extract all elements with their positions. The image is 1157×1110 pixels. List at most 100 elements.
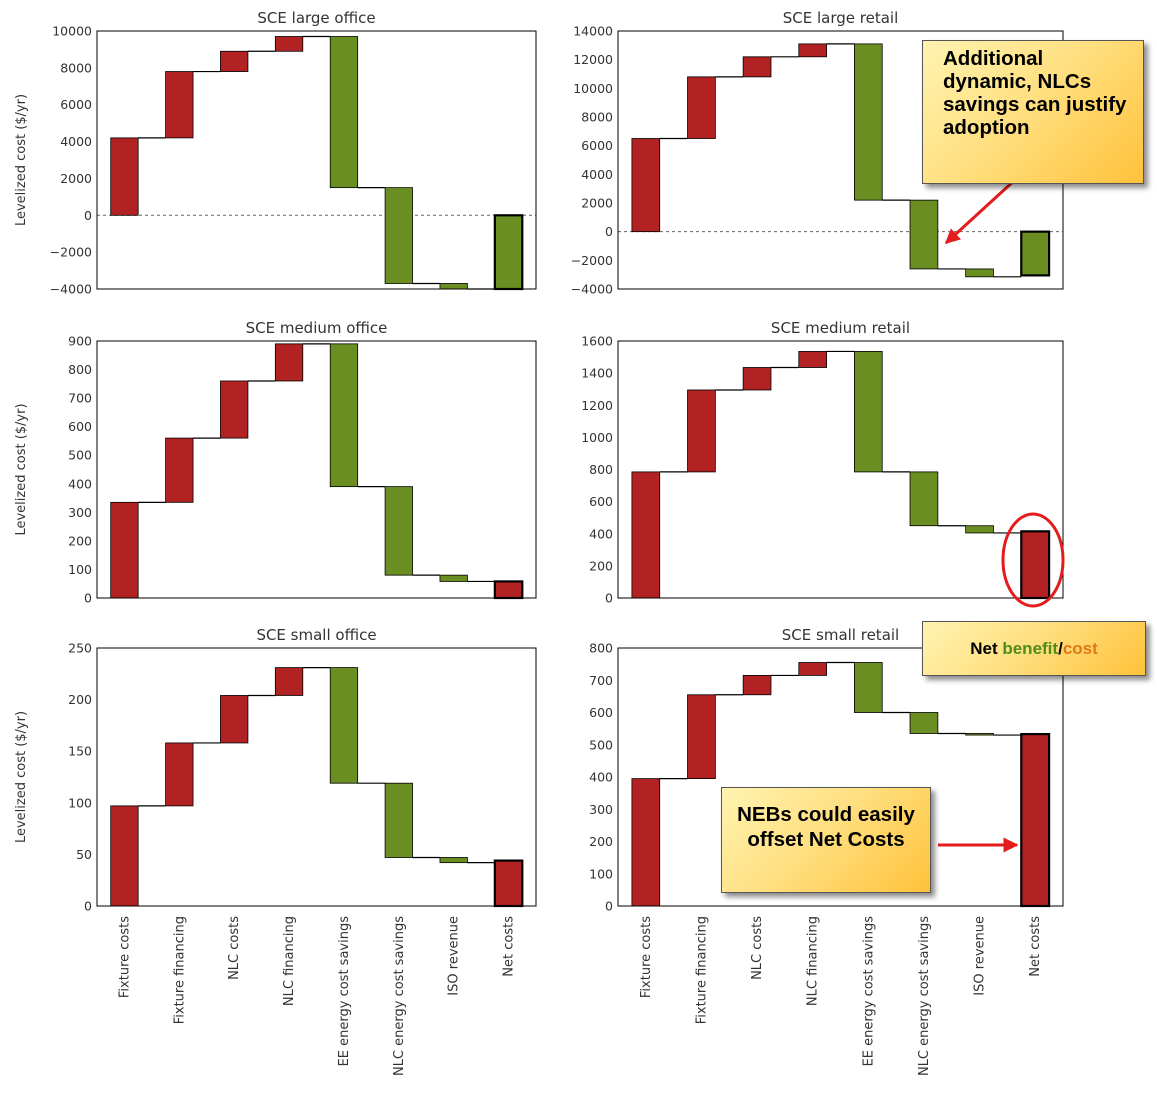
x-category-label: ISO revenue xyxy=(447,916,462,996)
x-category-label: Fixture financing xyxy=(172,916,187,1024)
x-category-label: Net costs xyxy=(1028,916,1043,977)
bar xyxy=(687,694,716,780)
y-tick-label: 10000 xyxy=(52,24,92,39)
bar xyxy=(439,283,468,290)
y-tick-label: 900 xyxy=(68,334,92,349)
chart-title: SCE medium retail xyxy=(771,319,910,337)
x-category-label: ISO revenue xyxy=(973,916,988,996)
y-tick-label: 0 xyxy=(84,899,92,914)
x-category-label: Fixture costs xyxy=(639,916,654,998)
bar xyxy=(220,50,249,72)
chart-panel: SCE large office Levelized cost ($/yr) −40… xyxy=(14,9,537,297)
plot-frame xyxy=(96,30,537,290)
chart-panel: SCE medium office Levelized cost ($/yr) 0 1… xyxy=(14,319,537,606)
bar xyxy=(965,268,994,278)
bar xyxy=(329,343,359,488)
bar xyxy=(165,71,194,139)
y-tick-label: 200 xyxy=(589,834,613,849)
x-category-label: NLC energy cost savings xyxy=(392,916,407,1076)
y-tick-label: 800 xyxy=(589,462,613,477)
chart-panel: SCE small office Levelized cost ($/yr) 0 50… xyxy=(14,626,537,1076)
chart-title: SCE small office xyxy=(256,626,376,644)
y-tick-label: 1600 xyxy=(581,334,613,349)
plot-frame xyxy=(96,340,537,599)
y-tick-label: 400 xyxy=(589,526,613,541)
bar xyxy=(909,199,939,270)
bar xyxy=(742,56,772,78)
chart-title: SCE small retail xyxy=(782,626,899,644)
y-tick-label: 200 xyxy=(68,692,92,707)
y-tick-label: 200 xyxy=(68,533,92,548)
y-tick-label: 600 xyxy=(68,419,92,434)
y-tick-label: 700 xyxy=(68,391,92,406)
chart-panel: SCE small retail 0 100 200 300 400 500 600 700 80… xyxy=(589,626,1064,1076)
bar xyxy=(110,137,139,216)
bar xyxy=(493,580,524,600)
y-tick-label: 600 xyxy=(589,705,613,720)
bar xyxy=(631,138,661,233)
y-tick-label: 0 xyxy=(84,208,92,223)
bar xyxy=(110,501,139,599)
y-tick-label: 8000 xyxy=(60,60,92,75)
y-tick-label: 12000 xyxy=(573,52,613,67)
bar xyxy=(854,662,883,713)
bar xyxy=(631,778,661,907)
x-category-label: NLC financing xyxy=(282,916,297,1006)
y-tick-label: 2000 xyxy=(581,196,613,211)
x-category-label: NLC costs xyxy=(227,916,242,980)
bar xyxy=(165,437,194,503)
y-tick-label: 100 xyxy=(68,795,92,810)
y-axis-label: Levelized cost ($/yr) xyxy=(14,711,29,843)
bar xyxy=(274,36,304,52)
bar xyxy=(493,214,524,291)
bar xyxy=(854,351,883,473)
y-tick-label: 8000 xyxy=(581,110,613,125)
bar xyxy=(1020,733,1051,908)
plot-frame xyxy=(96,647,537,907)
y-tick-label: 300 xyxy=(68,505,92,520)
y-tick-label: 800 xyxy=(68,362,92,377)
bar xyxy=(220,695,249,744)
y-tick-label: −4000 xyxy=(50,282,92,297)
net-label-cost: cost xyxy=(1062,639,1098,658)
y-tick-label: 0 xyxy=(605,224,613,239)
bar xyxy=(384,187,413,284)
y-tick-label: 100 xyxy=(589,866,613,881)
bar xyxy=(798,662,827,676)
bar xyxy=(220,380,249,439)
y-tick-label: 0 xyxy=(605,591,613,606)
bar xyxy=(798,351,827,368)
bar xyxy=(274,343,304,382)
bar xyxy=(798,43,827,58)
bar xyxy=(631,471,661,599)
y-tick-label: 100 xyxy=(68,562,92,577)
y-tick-label: −4000 xyxy=(571,282,613,297)
bar xyxy=(687,389,716,473)
x-category-label: NLC costs xyxy=(750,916,765,980)
bar xyxy=(384,782,413,858)
y-axis-label: Levelized cost ($/yr) xyxy=(14,403,29,535)
net-label-benefit: benefit xyxy=(1002,639,1059,658)
y-tick-label: 1400 xyxy=(581,366,613,381)
bar xyxy=(110,805,139,907)
x-category-label: Fixture financing xyxy=(694,916,709,1024)
chart-title: SCE large retail xyxy=(783,9,899,27)
plot-frame xyxy=(617,340,1064,599)
bar xyxy=(909,471,939,527)
bar xyxy=(1020,530,1051,600)
y-tick-label: 6000 xyxy=(60,97,92,112)
y-tick-label: 600 xyxy=(589,494,613,509)
net-label-prefix: Net xyxy=(970,639,1003,658)
y-tick-label: 0 xyxy=(84,591,92,606)
nebs-callout-text: NEBs could easily offset Net Costs xyxy=(737,803,915,851)
y-tick-label: 500 xyxy=(68,448,92,463)
chart-title: SCE medium office xyxy=(246,319,388,337)
bar xyxy=(384,486,413,576)
x-category-label: Net costs xyxy=(502,916,517,977)
net-benefit-cost-callout: Net benefit/cost xyxy=(922,621,1146,676)
bar xyxy=(742,675,772,696)
nebs-callout: NEBs could easily offset Net Costs xyxy=(721,787,931,893)
y-tick-label: 4000 xyxy=(581,167,613,182)
y-tick-label: 1000 xyxy=(581,430,613,445)
